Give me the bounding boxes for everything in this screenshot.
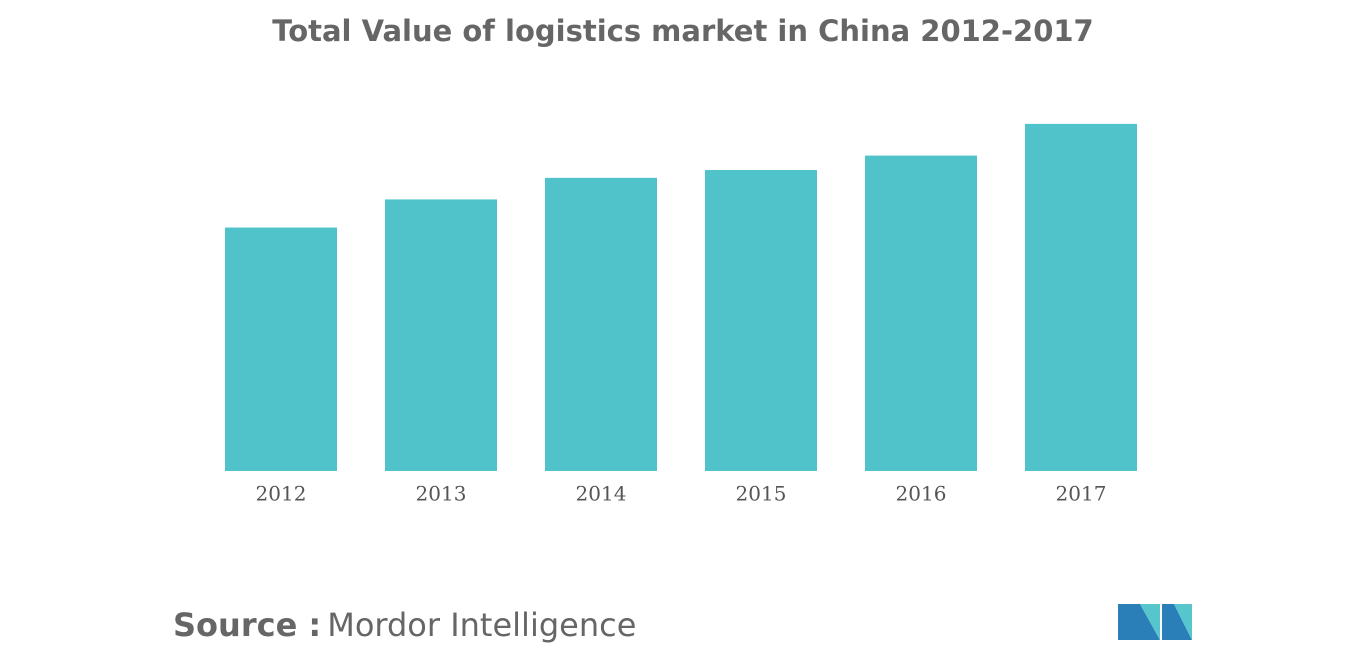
source-line: Source : Mordor Intelligence bbox=[173, 606, 636, 644]
source-label: Source : bbox=[173, 606, 321, 644]
x-tick-label: 2017 bbox=[1056, 482, 1107, 506]
logo bbox=[1118, 604, 1192, 640]
source: Mordor Intelligence bbox=[327, 606, 636, 644]
bar bbox=[385, 199, 497, 471]
x-tick-label: 2014 bbox=[576, 482, 627, 506]
x-tick-label: 2013 bbox=[416, 482, 467, 506]
x-tick-label: 2012 bbox=[256, 482, 307, 506]
bar bbox=[1025, 123, 1137, 471]
x-tick-label: 2016 bbox=[896, 482, 947, 506]
bar bbox=[545, 177, 657, 471]
x-tick-label: 2015 bbox=[736, 482, 787, 506]
bar bbox=[225, 227, 337, 471]
bar bbox=[705, 170, 817, 471]
bar bbox=[865, 155, 977, 471]
chart-title: Total Value of logistics market in China… bbox=[272, 14, 1093, 48]
